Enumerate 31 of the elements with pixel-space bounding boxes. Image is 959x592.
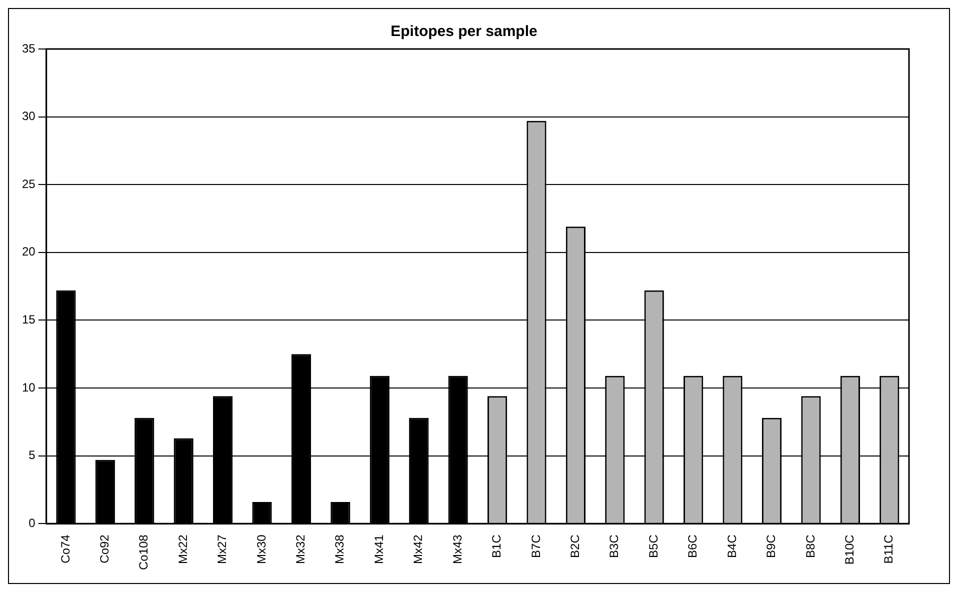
- x-tick-label: B11C: [882, 534, 896, 564]
- x-tick-label: B3C: [607, 534, 622, 558]
- y-tick-label: 30: [22, 109, 36, 124]
- x-tick-label: Mx30: [254, 534, 268, 564]
- x-tick-label: B4C: [724, 534, 739, 558]
- y-tick-label: 15: [22, 312, 36, 327]
- x-tick-label: Co74: [58, 534, 72, 564]
- x-tick-label: Co92: [97, 534, 112, 564]
- y-tick-label: 25: [22, 176, 36, 191]
- x-tick-label: B2C: [568, 534, 582, 558]
- x-tick-label: Mx22: [176, 534, 190, 564]
- y-tick-label: 0: [28, 516, 36, 530]
- y-tick-label: 20: [22, 244, 36, 259]
- x-tick-label: Mx32: [294, 534, 308, 564]
- x-tick-label: B9C: [764, 534, 778, 558]
- x-tick-label: Mx38: [332, 534, 347, 564]
- x-tick-label: B8C: [803, 534, 818, 558]
- x-tick-label: B1C: [490, 534, 504, 558]
- chart-title: Epitopes per sample: [390, 23, 538, 40]
- x-tick-label: Mx41: [372, 534, 386, 564]
- x-tick-label: B10C: [842, 534, 856, 565]
- x-tick-label: B5C: [646, 534, 660, 558]
- x-tick-label: B7C: [528, 534, 543, 558]
- x-tick-label: Co108: [136, 534, 151, 570]
- y-tick-label: 10: [22, 380, 36, 394]
- x-tick-label: Mx43: [450, 534, 464, 564]
- x-tick-label: Mx42: [411, 534, 426, 564]
- x-tick-label: B6C: [686, 534, 700, 558]
- y-tick-label: 5: [28, 448, 36, 462]
- y-tick-label: 35: [22, 41, 36, 56]
- x-tick-label: Mx27: [215, 534, 230, 564]
